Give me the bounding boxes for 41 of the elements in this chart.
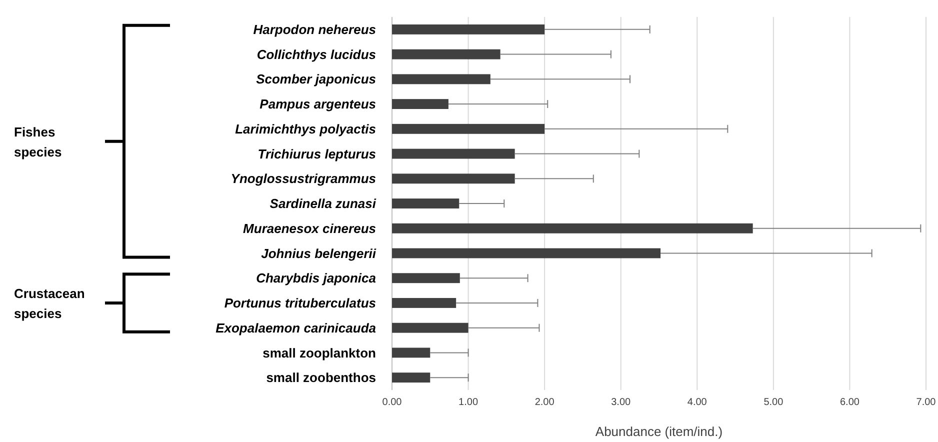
- x-tick-label: 5.00: [764, 397, 784, 408]
- y-tick-label: Charybdis japonica: [256, 270, 376, 286]
- bar: [392, 24, 545, 34]
- y-tick-label: Pampus argenteus: [260, 96, 376, 112]
- y-tick-label: Trichiurus lepturus: [258, 146, 376, 162]
- y-tick-label: Portunus trituberculatus: [224, 296, 376, 311]
- y-tick-label: Exopalaemon carinicauda: [216, 320, 376, 336]
- y-tick-label: Scomber japonicus: [256, 72, 376, 87]
- x-tick-label: 4.00: [687, 397, 708, 408]
- y-tick-label: Sardinella zunasi: [270, 196, 376, 212]
- bar: [392, 174, 515, 184]
- bar: [392, 74, 490, 84]
- x-tick-label: 3.00: [611, 397, 632, 408]
- x-tick-label: 2.00: [534, 397, 555, 408]
- bar: [392, 348, 430, 358]
- bar: [392, 223, 753, 234]
- text: Crustacean species: [14, 286, 85, 321]
- bar: [392, 99, 448, 110]
- x-tick-label: 0.00: [382, 397, 402, 408]
- bar: [392, 322, 468, 333]
- bar: [392, 49, 500, 60]
- bar: [392, 148, 515, 159]
- y-tick-label: small zoobenthos: [266, 370, 376, 386]
- x-axis-title: Abundance (item/ind.): [595, 424, 723, 439]
- y-tick-label: Muraenesox cinereus: [243, 220, 376, 236]
- y-tick-label: Larimichthys polyactis: [235, 121, 376, 136]
- bar: [392, 248, 661, 258]
- y-tick-label: Ynoglossustrigrammus: [230, 171, 376, 186]
- x-tick-label: 6.00: [840, 397, 860, 408]
- y-tick-label: Johnius belengerii: [261, 246, 376, 261]
- bar: [392, 273, 460, 284]
- bar: [392, 298, 456, 308]
- x-tick-label: 1.00: [458, 397, 478, 408]
- bar: [392, 198, 460, 208]
- bar: [392, 372, 430, 383]
- y-tick-label: small zooplankton: [262, 345, 376, 360]
- x-tick-label: 7.00: [916, 397, 936, 408]
- text: Fishes species: [14, 124, 62, 160]
- y-tick-label: Harpodon nehereus: [253, 22, 376, 37]
- y-tick-label: Collichthys lucidus: [256, 46, 376, 62]
- bar: [392, 124, 545, 134]
